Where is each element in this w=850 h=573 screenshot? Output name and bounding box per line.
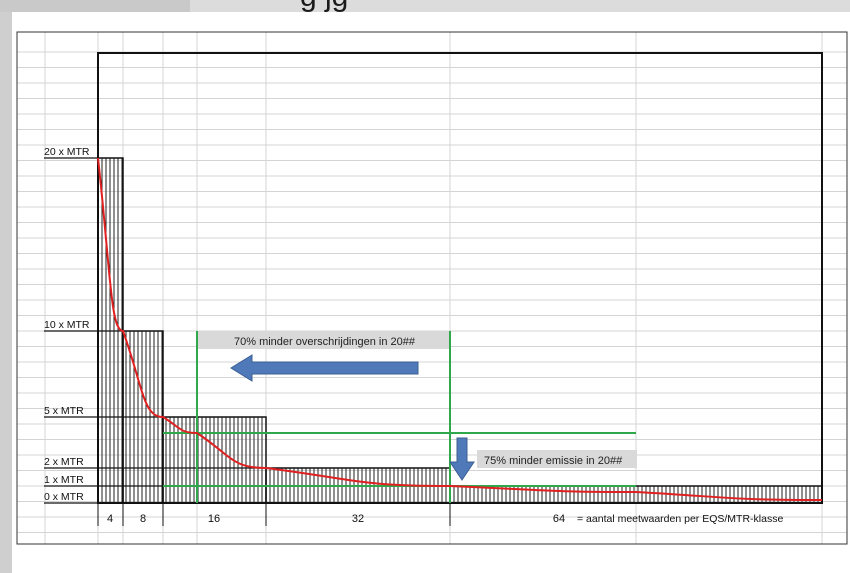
bar-16	[162, 416, 267, 504]
x-tick-label: 4	[107, 513, 113, 525]
page-title: g jg	[190, 0, 850, 12]
x-tick-label: 64	[553, 513, 565, 525]
y-tick-label: 2 x MTR	[44, 456, 84, 468]
y-tick-label: 5 x MTR	[44, 405, 84, 417]
decay-curve	[97, 157, 823, 501]
x-tick-label: 16	[208, 513, 220, 525]
y-axis-labels: 20 x MTR 10 x MTR 5 x MTR 2 x MTR 1 x MTR 0 x…	[44, 146, 90, 503]
y-tick-label: 0 x MTR	[44, 491, 84, 503]
outer-frame	[16, 31, 848, 545]
x-axis-note: = aantal meetwaarden per EQS/MTR-klasse	[577, 513, 783, 525]
y-tick-label: 1 x MTR	[44, 474, 84, 486]
annotation-exceedances: 70% minder overschrijdingen in 20##	[234, 336, 416, 348]
annotation-bg-emission	[477, 450, 637, 468]
annotation-emission: 75% minder emissie in 20##	[484, 455, 623, 467]
x-tick-label: 32	[352, 513, 364, 525]
y-tick-label: 20 x MTR	[44, 146, 90, 158]
arrow-left-icon	[230, 354, 419, 382]
arrow-down-icon	[449, 437, 475, 481]
y-tick-label: 10 x MTR	[44, 319, 90, 331]
x-axis-labels: 4 8 16 32 64 = aantal meetwaarden per EQS/MTR…	[97, 503, 783, 526]
x-tick-label: 8	[140, 513, 146, 525]
left-rail	[0, 12, 12, 573]
annotation-bg-exceedances	[198, 331, 450, 349]
